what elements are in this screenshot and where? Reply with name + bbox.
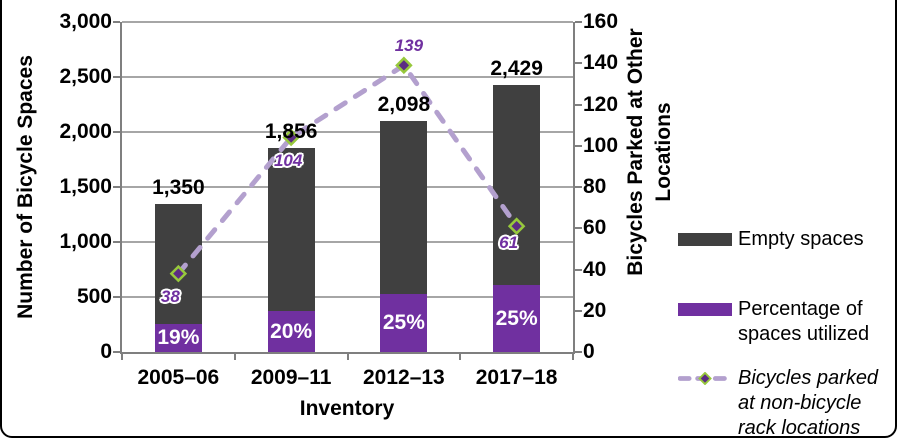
y-axis-left-line (120, 22, 122, 354)
utilization-percent-label: 25% (495, 306, 538, 330)
dashed-line-swatch-icon (678, 372, 732, 385)
right-axis-tick (575, 103, 582, 106)
x-category-label: 2005–06 (137, 366, 220, 389)
x-category-label: 2009–11 (250, 366, 332, 389)
left-axis-tick (113, 76, 120, 78)
x-category-label: 2012–13 (362, 366, 445, 389)
line-value-label: 139 (394, 36, 424, 56)
bar-total-label: 2,429 (490, 56, 543, 80)
right-axis-tick (575, 62, 582, 65)
right-axis-tick (575, 144, 582, 147)
empty-spaces-bar (380, 121, 428, 295)
line-value-label: 61 (499, 233, 519, 253)
line-value-label: 104 (273, 150, 303, 170)
utilization-percent-label: 25% (382, 311, 425, 335)
empty-spaces-bar (493, 84, 541, 286)
left-axis-tick-label: 1,500 (59, 175, 112, 198)
empty-spaces-bar (267, 147, 315, 312)
left-axis-tick-label: 3,000 (59, 10, 112, 33)
x-category-label: 2017–18 (475, 366, 558, 389)
legend-label: Percentage of spaces utilized (738, 298, 870, 345)
right-axis-tick (575, 186, 582, 188)
bar-total-label: 2,098 (377, 93, 431, 117)
utilization-percent-label: 19% (157, 325, 200, 349)
gridline (122, 21, 573, 23)
utilized-spaces-bar (154, 323, 202, 352)
left-axis-tick (113, 21, 120, 23)
left-axis-tick (113, 241, 120, 243)
right-axis-tick (575, 351, 582, 353)
utilized-spaces-bar (380, 294, 428, 352)
x-axis-title: Inventory (299, 397, 395, 420)
right-axis-tick (575, 309, 582, 312)
left-axis-tick-label: 1,000 (59, 230, 112, 253)
x-axis-tick (572, 352, 574, 360)
left-axis-tick-label: 0 (100, 340, 112, 363)
right-axis-tick (575, 268, 582, 271)
left-axis-tick-label: 2,500 (59, 65, 112, 88)
left-axis-tick (113, 351, 120, 353)
left-axis-tick-label: 2,000 (59, 120, 112, 143)
right-axis-tick-label: 140 (583, 51, 619, 75)
right-axis-tick-label: 20 (583, 298, 607, 322)
right-axis-tick-label: 100 (583, 133, 619, 157)
left-axis-tick-label: 500 (76, 285, 112, 308)
utilization-percent-label: 20% (270, 319, 313, 343)
right-axis-title: Bicycles Parked at Other Locations (624, 28, 675, 276)
utilized-spaces-bar (267, 311, 315, 352)
utilized-spaces-bar (493, 285, 541, 352)
bar-total-label: 1,856 (264, 119, 318, 143)
gridline (122, 296, 573, 298)
left-axis-tick (113, 186, 120, 188)
right-axis-tick-label: 40 (583, 257, 607, 281)
left-axis-title: Number of Bicycle Spaces (14, 55, 37, 319)
right-axis-tick-label: 80 (583, 175, 607, 198)
y-axis-right-line (573, 22, 575, 354)
left-axis-tick (113, 296, 120, 298)
right-axis-tick-label: 160 (583, 10, 619, 33)
right-axis-tick (575, 21, 582, 23)
x-axis-tick (121, 352, 123, 360)
legend-label: Bicycles parked at non-bicycle rack loca… (738, 367, 879, 439)
line-value-label: 38 (160, 286, 180, 306)
x-axis-tick (459, 352, 462, 360)
legend-label: Empty spaces (738, 228, 864, 250)
bar-total-label: 1,350 (152, 175, 205, 199)
right-axis-tick-label: 0 (583, 340, 595, 363)
x-axis-tick (233, 352, 236, 360)
empty-spaces-swatch-icon (678, 233, 732, 246)
right-axis-tick-label: 120 (583, 92, 619, 116)
diamond-marker-icon (395, 56, 413, 75)
x-axis-tick (346, 352, 349, 360)
left-axis-tick (113, 131, 120, 133)
right-axis-tick (575, 227, 582, 230)
right-axis-tick-label: 60 (583, 216, 607, 240)
utilized-spaces-swatch-icon (678, 303, 732, 316)
